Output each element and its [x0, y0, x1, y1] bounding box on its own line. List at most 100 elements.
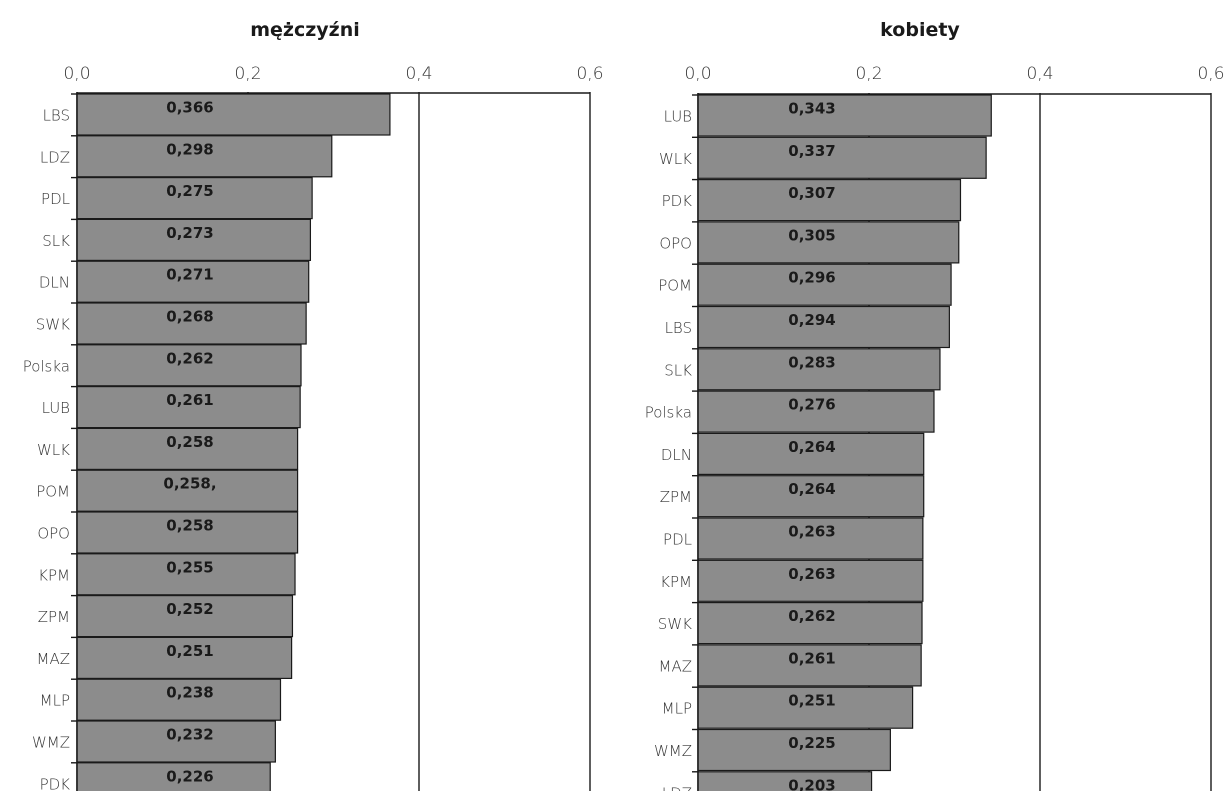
category-label: SWK	[36, 316, 70, 334]
x-tick-label: 0,0	[684, 64, 711, 84]
data-label: 0,251	[166, 642, 213, 660]
data-label: 0,264	[788, 438, 835, 456]
category-label: PDK	[662, 192, 693, 210]
data-label: 0,261	[166, 391, 213, 409]
bar	[697, 136, 987, 179]
category-label: PDK	[40, 775, 71, 791]
data-label: 0,238	[166, 684, 213, 702]
bar	[76, 93, 391, 136]
x-tick-label: 0,2	[234, 64, 261, 84]
category-label: PDL	[663, 531, 692, 549]
bar	[76, 386, 301, 429]
category-label: ZPM	[38, 608, 70, 626]
data-label: 0,366	[166, 99, 213, 117]
category-label: LBS	[665, 319, 692, 337]
data-label: 0,298	[166, 140, 213, 158]
category-label: Polska	[645, 404, 692, 422]
data-label: 0,262	[166, 349, 213, 367]
data-label: 0,337	[788, 142, 835, 160]
bar	[697, 305, 950, 349]
category-label: Polska	[23, 357, 70, 375]
category-label: LUB	[664, 108, 692, 126]
data-label: 0,275	[166, 182, 213, 200]
chart-panel-women: kobiety 0,0 0,2 0,4 0,6 LUB 0,343 WLK 0,337 PDK 0,…	[645, 19, 1225, 791]
data-label: 0,258	[166, 517, 213, 535]
data-label: 0,307	[788, 184, 835, 202]
data-label: 0,268	[166, 308, 213, 326]
category-label: WLK	[37, 441, 70, 459]
category-label: ZPM	[660, 488, 692, 506]
bar	[697, 517, 924, 560]
chart-title: mężczyźni	[250, 19, 360, 41]
category-label: SWK	[658, 615, 692, 633]
x-tick-label: 0,6	[576, 64, 603, 84]
x-tick-label: 0,4	[405, 64, 432, 84]
category-label: MAZ	[37, 650, 70, 668]
bar	[76, 636, 293, 680]
bar	[76, 594, 294, 638]
bar	[76, 720, 276, 763]
data-label: 0,263	[788, 565, 835, 583]
bar	[76, 177, 313, 220]
bar	[76, 427, 299, 470]
bar	[697, 263, 952, 306]
data-label: 0,283	[788, 353, 835, 371]
data-label: 0,276	[788, 396, 835, 414]
data-label: 0,232	[166, 726, 213, 744]
data-label: 0,262	[788, 607, 835, 625]
category-label: KPM	[660, 573, 692, 591]
data-label: 0,305	[788, 226, 835, 244]
bar	[697, 475, 925, 518]
data-label: 0,343	[788, 100, 835, 118]
category-label: DLN	[661, 446, 692, 464]
data-label: 0,252	[166, 600, 213, 618]
bar	[76, 553, 296, 596]
data-label: 0,255	[166, 558, 213, 576]
category-label: PDL	[41, 190, 70, 208]
bar	[76, 218, 312, 261]
data-label: 0,258,	[163, 475, 216, 493]
bar	[697, 686, 914, 729]
data-label: 0,263	[788, 523, 835, 541]
category-label: LDZ	[662, 784, 692, 791]
bar	[76, 469, 299, 512]
category-label: OPO	[659, 234, 692, 252]
bar	[76, 678, 282, 721]
data-label: 0,294	[788, 311, 835, 329]
data-label: 0,261	[788, 649, 835, 667]
chart-panel-men: mężczyźni 0,0 0,2 0,4 0,6 LBS 0,366 LDZ 0,298 PDL…	[23, 19, 604, 791]
category-label: WMZ	[654, 742, 692, 760]
bar	[697, 390, 935, 433]
bar	[76, 344, 302, 387]
category-label: MLP	[662, 700, 692, 718]
bar	[697, 221, 960, 264]
category-label: DLN	[39, 274, 70, 292]
data-label: 0,296	[788, 269, 835, 287]
data-label: 0,226	[166, 767, 213, 785]
category-label: POM	[36, 483, 70, 501]
category-label: MLP	[40, 692, 70, 710]
bar	[697, 601, 923, 645]
bar	[76, 260, 310, 303]
category-label: OPO	[37, 525, 70, 543]
category-label: SLK	[664, 361, 692, 379]
category-label: POM	[658, 277, 692, 295]
x-tick-label: 0,4	[1026, 64, 1053, 84]
bar	[76, 762, 271, 791]
bar	[76, 511, 299, 554]
data-label: 0,225	[788, 734, 835, 752]
bar	[76, 135, 333, 178]
data-label: 0,271	[166, 266, 213, 284]
bar	[697, 432, 925, 475]
chart-title: kobiety	[880, 19, 960, 41]
category-label: LBS	[43, 107, 70, 125]
bar	[697, 728, 891, 772]
data-label: 0,264	[788, 480, 835, 498]
category-label: KPM	[38, 566, 70, 584]
category-label: SLK	[42, 232, 70, 250]
bar	[697, 179, 962, 222]
data-label: 0,258	[166, 433, 213, 451]
data-label: 0,273	[166, 224, 213, 242]
category-label: MAZ	[659, 657, 692, 675]
